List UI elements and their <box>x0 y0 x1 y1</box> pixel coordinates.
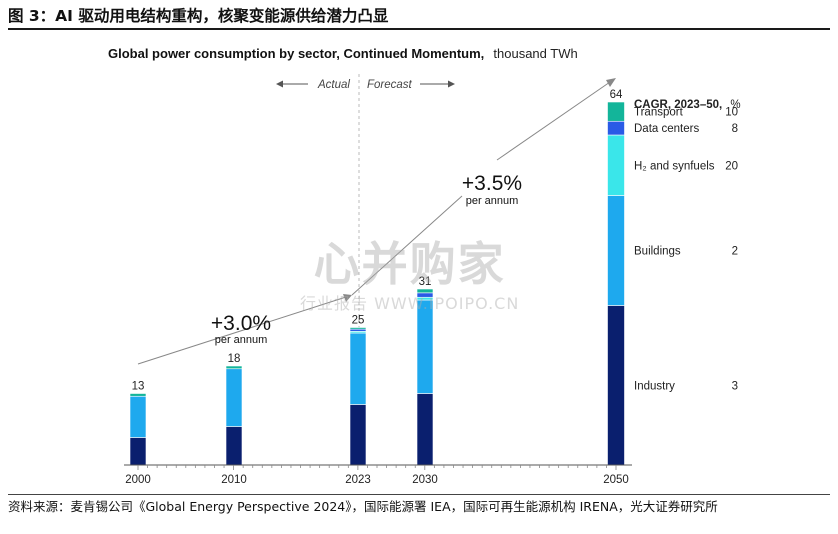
bar-2023-data-centers <box>349 328 367 332</box>
trend-line-2030-2050 <box>496 81 611 161</box>
trend-arrowhead-2050 <box>606 78 616 87</box>
x-tick-label-2010: 2010 <box>221 474 247 486</box>
legend-header-unit: % <box>730 99 740 111</box>
legend-label-transport: Transport <box>634 107 684 119</box>
chart-title-unit: thousand TWh <box>493 46 577 61</box>
x-tick-label-2030: 2030 <box>412 474 438 486</box>
bar-2023-transport <box>349 327 367 330</box>
bars-group: 13 18 25 31 64 <box>129 89 625 466</box>
bar-2010-transport <box>225 365 243 370</box>
legend-cagr-transport: 10 <box>725 107 738 119</box>
bar-2050-industry <box>607 305 625 466</box>
bar-2030-buildings <box>416 299 434 394</box>
bar-2030-h-and-synfuels <box>416 296 434 301</box>
legend-cagr-data-centers: 8 <box>732 123 738 135</box>
bar-2000-buildings <box>129 395 147 438</box>
forecast-label: Forecast <box>367 79 413 91</box>
bar-2050-data-centers <box>607 120 625 136</box>
legend-label-data-centers: Data centers <box>634 123 699 135</box>
cagr-annotation-2000-2023: +3.0% <box>211 312 271 335</box>
trend-line-2023-2030 <box>351 195 463 296</box>
forecast-arrow-head <box>448 80 455 88</box>
bar-2010-industry <box>225 426 243 466</box>
title-rule <box>8 28 830 30</box>
total-label-2050: 64 <box>610 89 623 101</box>
bar-2050-transport <box>607 101 625 122</box>
actual-arrow-head <box>276 80 283 88</box>
bar-2023-industry <box>349 404 367 466</box>
legend-header: CAGR, 2023–50, % <box>634 93 741 112</box>
cagr-annotation-2023-2050-sub: per annum <box>466 195 519 207</box>
trend-arrowhead-2023 <box>343 294 352 302</box>
figure-title: 图 3：AI 驱动用电结构重构，核聚变能源供给潜力凸显 <box>8 7 389 25</box>
legend-label-industry: Industry <box>634 380 675 392</box>
total-label-2010: 18 <box>228 353 241 365</box>
chart-title-main: Global power consumption by sector, Cont… <box>108 46 484 61</box>
legend-header-text: CAGR, 2023–50, <box>634 99 722 111</box>
bar-2000-transport <box>129 393 147 397</box>
x-tick-label-2000: 2000 <box>125 474 151 486</box>
total-label-2030: 31 <box>419 276 432 288</box>
cagr-annotation-2000-2023-sub: per annum <box>215 334 268 346</box>
actual-label: Actual <box>317 79 350 91</box>
bar-2000-industry <box>129 437 147 466</box>
bar-2030-industry <box>416 393 434 466</box>
bar-2050-buildings <box>607 195 625 306</box>
total-label-2023: 25 <box>352 315 365 327</box>
bar-2030-transport <box>416 288 434 294</box>
source-note: 资料来源：麦肯锡公司《Global Energy Perspective 202… <box>8 499 718 514</box>
bar-2023-buildings <box>349 332 367 405</box>
legend-cagr-industry: 3 <box>732 380 738 392</box>
bar-2010-buildings <box>225 368 243 427</box>
legend-label-buildings: Buildings <box>634 246 681 258</box>
x-tick-label-2023: 2023 <box>345 474 371 486</box>
source-rule <box>8 494 830 495</box>
legend-label-h-and-synfuels: H₂ and synfuels <box>634 160 715 172</box>
cagr-annotation-2023-2050: +3.5% <box>462 172 522 195</box>
trend-line-2000-2023 <box>137 296 347 365</box>
legend: Transport 10 Data centers 8 H₂ and synfuels 2… <box>634 107 738 393</box>
legend-cagr-h-and-synfuels: 20 <box>725 160 738 172</box>
legend-cagr-buildings: 2 <box>732 246 738 258</box>
total-label-2000: 13 <box>132 381 145 393</box>
chart-title: Global power consumption by sector, Cont… <box>108 43 578 62</box>
bar-2030-data-centers <box>416 292 434 298</box>
x-tick-label-2050: 2050 <box>603 474 629 486</box>
x-axis: 2000 2010 2023 2030 2050 <box>124 464 632 486</box>
bar-2050-h-and-synfuels <box>607 134 625 196</box>
